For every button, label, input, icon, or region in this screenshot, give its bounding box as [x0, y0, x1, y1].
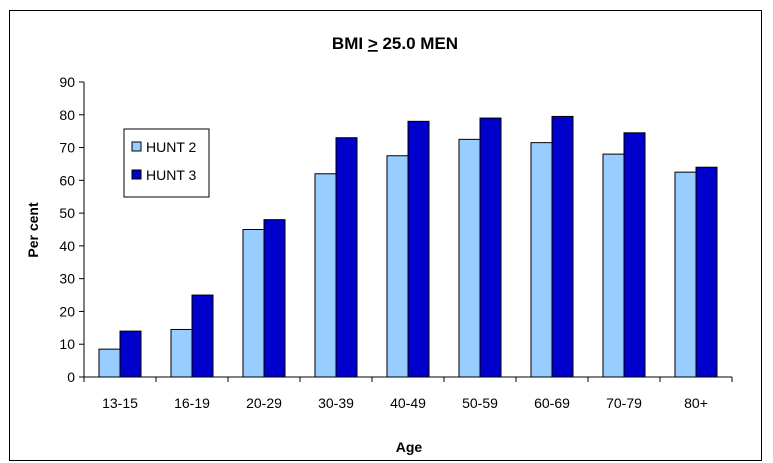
bar-hunt-3-30-39 — [335, 137, 358, 378]
x-tick-label: 16-19 — [174, 395, 210, 411]
legend-swatch — [131, 169, 142, 180]
bar-hunt-3-16-19 — [191, 294, 214, 378]
bar-hunt-2-60-69 — [530, 142, 553, 378]
x-tick-label: 60-69 — [534, 395, 570, 411]
bar-hunt-3-20-29 — [263, 219, 286, 378]
legend-label: HUNT 2 — [146, 139, 197, 155]
chart-title-suffix: 25.0 MEN — [378, 34, 458, 53]
bar-hunt-2-70-79 — [602, 153, 625, 378]
bar-hunt-3-80+ — [695, 166, 718, 378]
bar-hunt-2-30-39 — [314, 173, 337, 378]
y-axis-title: Per cent — [25, 202, 41, 258]
legend-label: HUNT 3 — [146, 167, 197, 183]
bar-hunt-2-50-59 — [458, 138, 481, 378]
x-tick-label: 50-59 — [462, 395, 498, 411]
y-tick-label: 10 — [59, 336, 75, 352]
bar-hunt-2-20-29 — [242, 229, 265, 378]
bar-hunt-2-16-19 — [170, 328, 193, 378]
bars — [98, 115, 718, 378]
bar-hunt-2-80+ — [674, 171, 697, 378]
bar-hunt-3-40-49 — [407, 120, 430, 378]
x-tick-label: 70-79 — [606, 395, 642, 411]
x-tick-label: 13-15 — [102, 395, 138, 411]
chart-title-prefix: BMI — [332, 34, 368, 53]
x-tick-label: 20-29 — [246, 395, 282, 411]
x-tick-label: 40-49 — [390, 395, 426, 411]
bar-hunt-3-13-15 — [119, 330, 142, 378]
y-tick-label: 60 — [59, 172, 75, 188]
y-tick-label: 30 — [59, 271, 75, 287]
y-tick-label: 90 — [59, 74, 75, 90]
chart-title: BMI > 25.0 MEN — [332, 34, 458, 53]
legend-swatch — [131, 141, 142, 152]
chart-title-underlined: > — [368, 34, 378, 53]
bar-hunt-3-70-79 — [623, 132, 646, 378]
y-tick-label: 40 — [59, 238, 75, 254]
x-tick-label: 80+ — [684, 395, 708, 411]
bar-hunt-3-60-69 — [551, 115, 574, 378]
y-tick-label: 80 — [59, 107, 75, 123]
bar-hunt-2-13-15 — [98, 348, 121, 378]
y-tick-label: 50 — [59, 205, 75, 221]
bar-hunt-3-50-59 — [479, 117, 502, 378]
legend-box — [123, 128, 210, 198]
x-tick-label: 30-39 — [318, 395, 354, 411]
axes: 0 10 20 30 40 50 60 70 80 90 13-15 16-19 20-29 30-39 4… — [59, 74, 733, 411]
bar-hunt-2-40-49 — [386, 155, 409, 378]
y-tick-label: 70 — [59, 140, 75, 156]
legend: HUNT 2 HUNT 3 — [123, 128, 210, 198]
x-axis-title: Age — [396, 439, 423, 455]
y-tick-label: 0 — [67, 369, 75, 385]
y-tick-label: 20 — [59, 303, 75, 319]
